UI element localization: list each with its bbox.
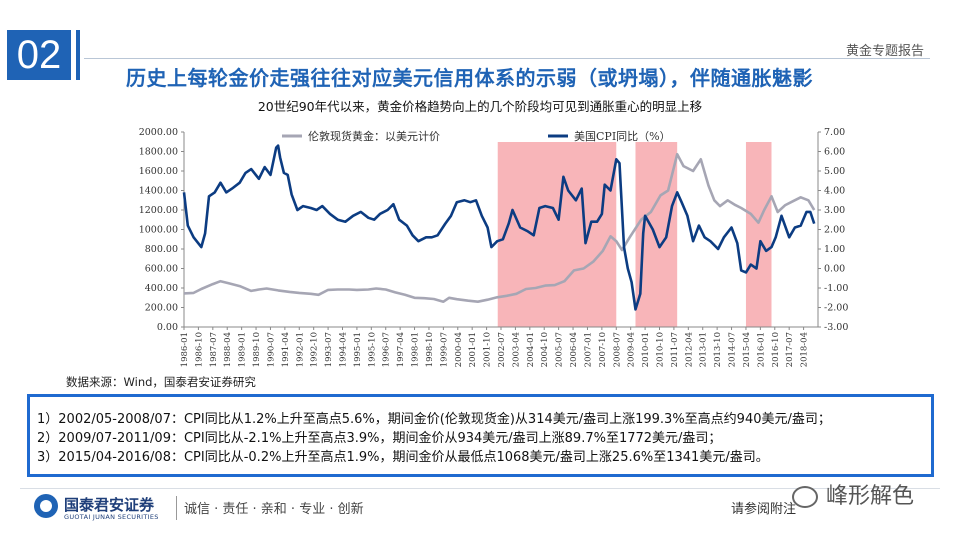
data-source: 数据来源：Wind，国泰君安证券研究 <box>66 374 256 390</box>
section-bar <box>76 30 80 80</box>
x-tick-label: 1995-01 <box>353 332 363 367</box>
x-tick-label: 1989-01 <box>238 332 248 367</box>
y-right-tick-label: 3.00 <box>824 205 845 216</box>
y-left-tick-label: 1400.00 <box>139 186 178 197</box>
gold-cpi-chart: 0.00 200.00 400.00 600.00 800.00 1000.00 1200.… <box>0 118 960 373</box>
x-tick-label: 2016-01 <box>756 332 766 367</box>
x-tick-label: 1998-01 <box>411 332 421 367</box>
x-tick-label: 2010-10 <box>656 332 666 367</box>
x-tick-label: 1994-04 <box>339 332 349 367</box>
x-tick-label: 2012-04 <box>684 332 694 367</box>
y-right-tick-label: -1.00 <box>824 283 848 294</box>
x-tick-label: 2014-07 <box>728 332 738 367</box>
x-tick-label: 2008-07 <box>612 332 622 367</box>
x-tick-label: 2009-04 <box>627 332 637 367</box>
x-tick-label: 2007-10 <box>598 332 608 367</box>
x-tick-label: 2001-10 <box>483 332 493 367</box>
company-logo-icon <box>34 494 58 518</box>
y-right-tick-label: 2.00 <box>824 225 845 236</box>
x-tick-label: 1989-10 <box>252 332 262 367</box>
x-tick-label: 1993-07 <box>324 332 334 367</box>
y-right-tick-label: 1.00 <box>824 244 845 255</box>
watermark: 峰形解色 <box>826 478 914 510</box>
notes-box: 1）2002/05-2008/07：CPI同比从1.2%上升至高点5.6%，期间… <box>27 394 934 477</box>
x-tick-label: 1999-07 <box>439 332 449 367</box>
x-tick-label: 1998-10 <box>425 332 435 367</box>
x-tick-label: 2010-01 <box>641 332 651 367</box>
note-line: 1）2002/05-2008/07：CPI同比从1.2%上升至高点5.6%，期间… <box>37 410 931 429</box>
legend-label: 美国CPI同比（%） <box>574 130 671 143</box>
y-left-tick-label: 1000.00 <box>139 225 178 236</box>
wechat-icon <box>792 486 818 508</box>
title-rule <box>84 58 930 59</box>
chart-legend: 伦敦现货黄金：以美元计价 美国CPI同比（%） <box>282 129 671 143</box>
x-tick-label: 1995-10 <box>367 332 377 367</box>
x-tick-label: 2004-01 <box>526 332 536 367</box>
highlight-band <box>746 142 772 327</box>
x-tick-label: 1988-04 <box>223 332 233 367</box>
y-left-tick-label: 1200.00 <box>139 205 178 216</box>
chart-axes: 0.00 200.00 400.00 600.00 800.00 1000.00 1200.… <box>139 127 849 367</box>
x-tick-label: 2011-07 <box>670 332 680 367</box>
highlight-band <box>498 142 617 327</box>
x-tick-label: 2016-10 <box>771 332 781 367</box>
x-tick-label: 2013-01 <box>699 332 709 367</box>
note-line: 2）2009/07-2011/09：CPI同比从-2.1%上升至高点3.9%，期… <box>37 429 931 448</box>
x-tick-label: 1986-10 <box>194 332 204 367</box>
y-left-tick-label: 0.00 <box>157 322 178 333</box>
y-left-tick-label: 200.00 <box>145 303 178 314</box>
y-right-tick-label: 5.00 <box>824 166 845 177</box>
y-right-tick-label: -3.00 <box>824 322 848 333</box>
highlight-band <box>635 142 677 327</box>
x-tick-label: 1992-01 <box>295 332 305 367</box>
x-tick-label: 1991-04 <box>281 332 291 367</box>
disclaimer: 请参阅附注 <box>731 498 796 517</box>
x-tick-label: 2004-10 <box>540 332 550 367</box>
section-number: 02 <box>7 30 71 80</box>
legend-label: 伦敦现货黄金：以美元计价 <box>308 129 440 143</box>
company-name: 国泰君安证券 <box>64 494 154 515</box>
company-slogan: 诚信 · 责任 · 亲和 · 专业 · 创新 <box>184 498 364 517</box>
y-right-tick-label: -2.00 <box>824 303 848 314</box>
chart-subtitle: 20世纪90年代以来，黄金价格趋势向上的几个阶段均可见到通胀重心的明显上移 <box>0 96 960 115</box>
y-right-tick-label: 0.00 <box>824 264 845 275</box>
x-tick-label: 2013-10 <box>713 332 723 367</box>
y-left-tick-label: 1800.00 <box>139 147 178 158</box>
x-tick-label: 2006-04 <box>569 332 579 367</box>
y-left-tick-label: 400.00 <box>145 283 178 294</box>
y-right-tick-label: 7.00 <box>824 127 845 138</box>
x-tick-label: 2000-04 <box>454 332 464 367</box>
y-right-tick-label: 6.00 <box>824 147 845 158</box>
y-right-tick-label: 4.00 <box>824 186 845 197</box>
x-tick-label: 1996-07 <box>382 332 392 367</box>
x-tick-label: 2015-04 <box>742 332 752 367</box>
x-tick-label: 2007-01 <box>583 332 593 367</box>
y-left-tick-label: 1600.00 <box>139 166 178 177</box>
footer-separator <box>176 496 177 520</box>
page-title: 历史上每轮金价走强往往对应美元信用体系的示弱（或坍塌），伴随通胀魅影 <box>126 62 813 91</box>
y-left-tick-label: 800.00 <box>145 244 178 255</box>
note-line: 3）2015/04-2016/08：CPI同比从-0.2%上升至高点1.9%，期… <box>37 448 931 467</box>
report-label: 黄金专题报告 <box>846 40 924 59</box>
company-name-en: GUOTAI JUNAN SECURITIES <box>64 513 159 521</box>
x-tick-label: 2002-07 <box>497 332 507 367</box>
y-left-tick-label: 600.00 <box>145 264 178 275</box>
y-left-tick-label: 2000.00 <box>139 127 178 138</box>
x-tick-label: 1986-01 <box>180 332 190 367</box>
x-tick-label: 1997-04 <box>396 332 406 367</box>
x-tick-label: 2001-01 <box>468 332 478 367</box>
x-tick-label: 1992-10 <box>310 332 320 367</box>
x-tick-label: 2005-07 <box>555 332 565 367</box>
x-tick-label: 2017-07 <box>785 332 795 367</box>
x-tick-label: 1990-07 <box>266 332 276 367</box>
x-tick-label: 2003-04 <box>511 332 521 367</box>
x-tick-label: 1987-07 <box>209 332 219 367</box>
x-tick-label: 2018-04 <box>800 332 810 367</box>
